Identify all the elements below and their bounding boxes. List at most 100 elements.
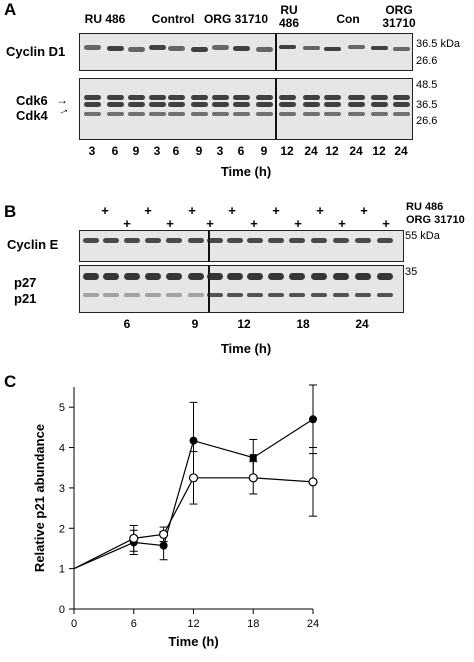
p21-band — [207, 293, 223, 297]
p21-band — [188, 293, 204, 297]
cdk6-band — [128, 95, 145, 100]
cyclin-e-band — [355, 238, 371, 243]
cyclin-d1-band — [191, 47, 208, 52]
cyclin-e-band — [333, 238, 349, 243]
cyclin-d1-band — [324, 47, 341, 51]
panel-b-xlabel: Time (h) — [220, 341, 272, 356]
cdk-lower-band — [303, 112, 320, 116]
y-axis-label: Relative p21 abundance — [32, 424, 47, 572]
panel-b-time-2: 12 — [237, 317, 251, 331]
panel-a-time-0: 3 — [88, 144, 96, 158]
p21-band — [377, 293, 393, 297]
plus-org-11: + — [338, 216, 346, 231]
cdk-blot — [79, 78, 413, 140]
cyclin-d1-band — [303, 46, 320, 50]
panel-a-time-12: 24 — [349, 144, 363, 158]
cdk-lower-band — [371, 112, 388, 116]
plus-org-13: + — [382, 216, 390, 231]
cdk4-band — [303, 102, 320, 107]
cdk4-band — [393, 102, 410, 107]
p27-band — [268, 273, 284, 280]
y-tick-label: 4 — [59, 443, 65, 455]
p27-p21-blot — [79, 265, 404, 313]
cyclin-d1-blot — [79, 33, 413, 71]
panel-a-xlabel: Time (h) — [220, 164, 272, 179]
x-tick-label: 12 — [187, 618, 199, 630]
cdk-lower-band — [233, 112, 250, 116]
plus-ru486-0: + — [101, 203, 109, 218]
series-line-0 — [73, 418, 314, 570]
group-label-3: RU 486 — [278, 3, 300, 30]
cdk6-band — [348, 95, 365, 100]
cyclin-d1-band — [233, 46, 250, 51]
cdk6-band — [168, 95, 185, 100]
panel-a-time-3: 3 — [153, 144, 161, 158]
y-tick-label: 0 — [59, 604, 65, 616]
cyclin-d1-label: Cyclin D1 — [6, 44, 66, 59]
p27-band — [103, 273, 119, 280]
plus-ru486-4: + — [188, 203, 196, 218]
p27-band — [227, 273, 243, 280]
data-point-open — [159, 529, 169, 539]
cdk-lower-band — [256, 112, 273, 116]
cdk-marker-3: 26.6 — [416, 115, 438, 127]
cdk4-band — [84, 102, 101, 107]
p27-band — [207, 273, 223, 280]
cyclin-d1-band — [279, 45, 296, 49]
p27-band — [289, 273, 305, 280]
y-tick-label: 1 — [59, 564, 65, 576]
series-line-1 — [73, 477, 314, 570]
p21-label: p21 — [14, 291, 37, 306]
panel-a-time-1: 6 — [111, 144, 119, 158]
cyclin-e-band — [124, 238, 140, 243]
p21-band — [83, 293, 99, 297]
p27-band — [333, 273, 349, 280]
p27-band — [247, 273, 263, 280]
cdk4-band — [168, 102, 185, 107]
x-tick-label: 6 — [131, 618, 137, 630]
cyclin-d1-band — [212, 45, 229, 50]
plus-ru486-6: + — [228, 203, 236, 218]
cyclin-e-band — [377, 238, 393, 243]
plus-org-7: + — [250, 216, 258, 231]
p27-band — [145, 273, 161, 280]
panel-a-time-10: 24 — [304, 144, 318, 158]
cdk4-band — [233, 102, 250, 107]
panel-b-letter: B — [4, 202, 17, 221]
cyclin-e-band — [311, 238, 327, 243]
cdk6-label: Cdk6 — [16, 93, 48, 108]
treat-label-org: ORG 31710 — [406, 214, 465, 226]
p21-band — [103, 293, 119, 297]
p21-band — [268, 293, 284, 297]
cdk-lower-band — [107, 112, 124, 116]
p27-band — [124, 273, 140, 280]
panel-a-time-6: 3 — [216, 144, 224, 158]
x-axis-label: Time (h) — [168, 634, 218, 649]
panel-a-time-4: 6 — [172, 144, 180, 158]
group-label-2: ORG 31710 — [203, 12, 269, 26]
p27-band — [83, 273, 99, 280]
cdk6-band — [149, 95, 166, 100]
cdk-lower-band — [128, 112, 145, 116]
group-label-4: Con — [336, 12, 360, 26]
cdk6-band — [84, 95, 101, 100]
cyclin-d1-band — [256, 47, 273, 52]
data-point-filled — [159, 541, 168, 550]
p21-band — [355, 293, 371, 297]
cdk4-arrow-icon: → — [54, 101, 72, 119]
data-point-filled — [249, 454, 257, 462]
plus-org-9: + — [294, 216, 302, 231]
cdk4-label: Cdk4 — [16, 108, 48, 123]
cdk6-band — [233, 95, 250, 100]
p27-label: p27 — [14, 275, 37, 290]
panel-a-time-11: 12 — [325, 144, 339, 158]
p21-band — [166, 293, 182, 297]
cyclin-d1-band — [393, 47, 410, 51]
cdk-lower-band — [324, 112, 341, 116]
data-point-open — [188, 473, 199, 483]
cdk-lower-band — [393, 112, 410, 116]
cdk6-band — [303, 95, 320, 100]
cdk6-band — [256, 95, 273, 100]
panel-a-letter: A — [4, 0, 17, 19]
